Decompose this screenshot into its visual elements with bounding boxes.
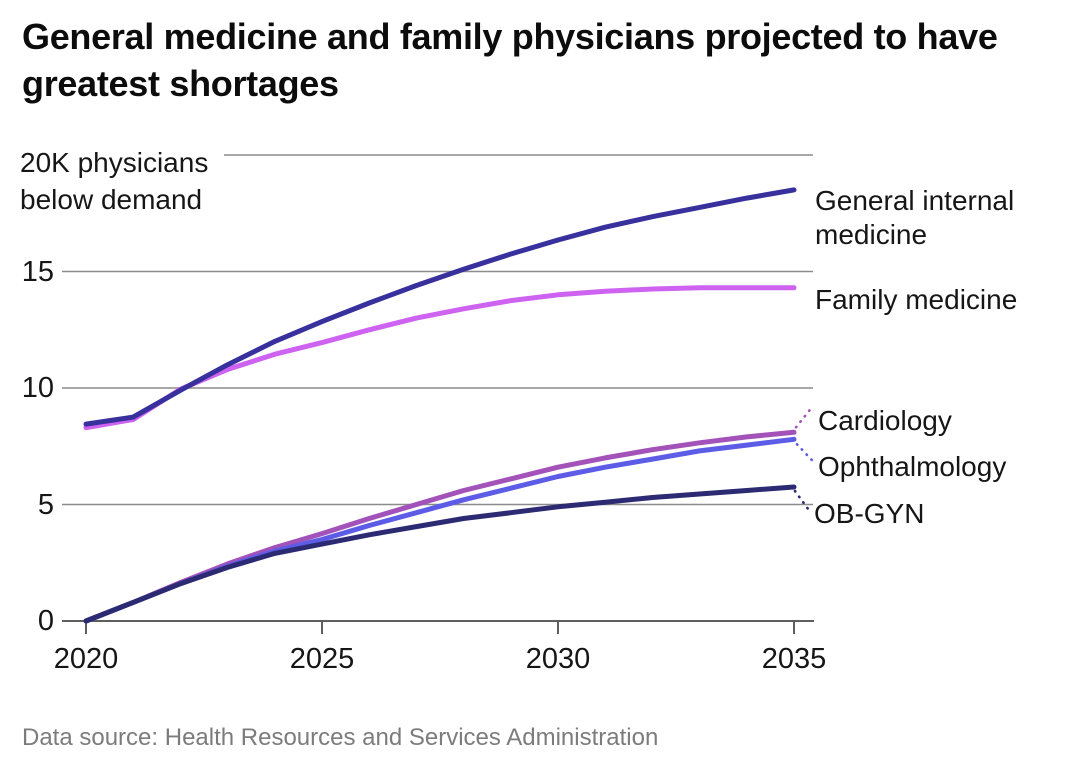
leader-line-ophthalmology: [795, 442, 815, 463]
leader-line-cardiology: [794, 405, 814, 429]
y-axis-annotation: 20K physicians below demand: [20, 147, 209, 215]
x-tick-label-2025: 2025: [289, 643, 355, 675]
series-label-ophthalmology: Ophthalmology: [818, 451, 1007, 482]
series-label-ob-gyn: OB-GYN: [814, 498, 925, 529]
y-tick-label-5: 5: [37, 488, 54, 521]
series-line-general-internal-medicine: [83, 187, 797, 427]
series-line-ob-gyn: [83, 484, 797, 624]
y-tick-label-10: 10: [21, 372, 54, 404]
series-label-cardiology: Cardiology: [818, 405, 952, 436]
x-tick-label-2020: 2020: [53, 643, 119, 675]
y-tick-label-15: 15: [21, 255, 54, 288]
series-label-general-internal-medicine: General internal medicine: [815, 185, 1015, 250]
series-label-family-medicine: Family medicine: [815, 284, 1018, 315]
series-line-cardiology: [83, 429, 797, 624]
x-tick-label-2030: 2030: [525, 643, 591, 675]
series-line-family-medicine: [83, 285, 797, 431]
series-line-ophthalmology: [83, 436, 797, 624]
chart-title: General medicine and family physicians p…: [22, 16, 998, 104]
y-tick-label-0: 0: [37, 605, 54, 637]
data-source-note: Data source: Health Resources and Servic…: [22, 724, 659, 751]
x-tick-label-2035: 2035: [761, 643, 827, 675]
leader-line-ob-gyn: [793, 489, 813, 515]
